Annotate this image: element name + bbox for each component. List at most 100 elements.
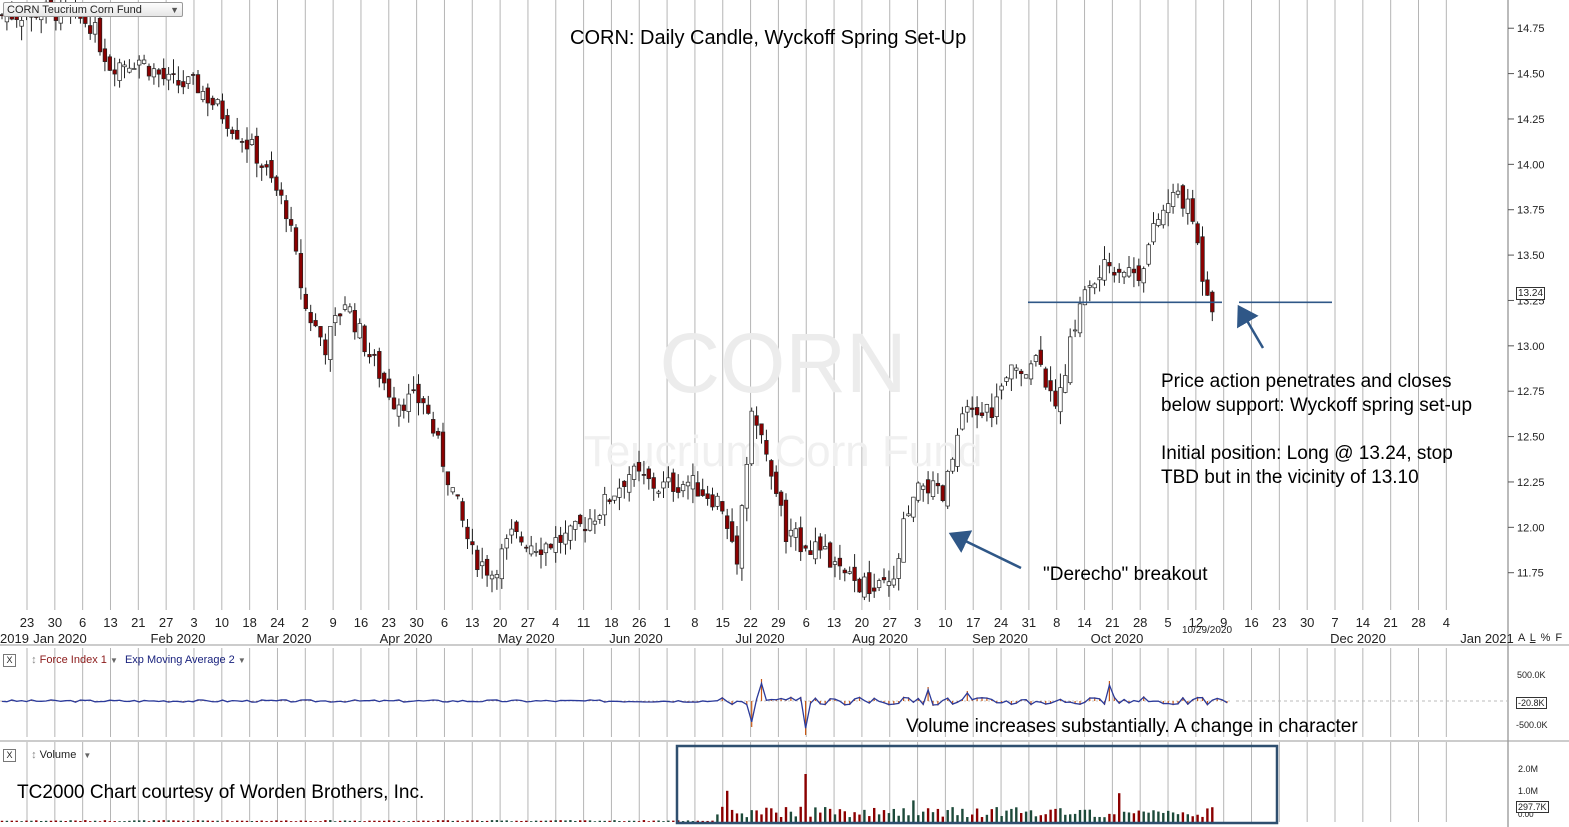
volume-bar <box>1103 817 1106 822</box>
scale-log-button[interactable]: L <box>1529 632 1536 644</box>
month-tick-label: Jun 2020 <box>609 631 663 646</box>
day-tick-label: 3 <box>914 615 921 630</box>
volume-label[interactable]: Volume <box>39 749 77 761</box>
ema-label[interactable]: Exp Moving Average 2 <box>124 654 235 666</box>
day-tick-label: 17 <box>966 615 980 630</box>
candle-up <box>823 546 828 550</box>
candle-down <box>818 536 823 551</box>
volume-bar <box>706 820 709 822</box>
candle-up <box>612 495 617 501</box>
volume-bar <box>25 820 28 822</box>
candle-up <box>666 477 671 483</box>
candle-down <box>269 160 274 179</box>
volume-bar <box>701 820 704 822</box>
volume-bar <box>711 820 714 822</box>
volume-bar <box>191 821 195 822</box>
volume-bar <box>789 811 793 822</box>
volume-bar <box>93 820 97 822</box>
volume-bar <box>530 821 533 822</box>
chevron-down-icon[interactable]: ▼ <box>170 5 179 15</box>
force-index-label[interactable]: Force Index 1 <box>39 654 107 666</box>
scale-buttons: A L % F <box>1518 632 1562 644</box>
volume-bar <box>1191 816 1194 822</box>
volume-bar <box>412 820 415 822</box>
day-tick-label: 21 <box>1105 615 1119 630</box>
candle-up <box>945 471 950 507</box>
volume-bar <box>128 820 131 822</box>
candle-up <box>661 481 666 489</box>
day-tick-label: 4 <box>1443 615 1450 630</box>
drag-handle-icon[interactable]: ↕ <box>31 654 37 666</box>
candle-down <box>774 471 779 494</box>
volume-bar <box>152 820 156 822</box>
volume-bar <box>549 820 552 822</box>
close-icon[interactable]: X <box>3 653 16 667</box>
volume-bar <box>270 820 273 822</box>
symbol-selector[interactable]: CORN Teucrium Corn Fund ▼ <box>3 2 183 17</box>
candle-up <box>357 323 362 339</box>
candle-up <box>117 62 122 81</box>
day-tick-label: 26 <box>632 615 646 630</box>
volume-bar <box>1039 815 1042 822</box>
candle-up <box>1058 387 1063 413</box>
volume-bar <box>353 820 356 822</box>
day-tick-label: 23 <box>1272 615 1286 630</box>
candle-down <box>989 407 994 419</box>
chevron-down-icon[interactable]: ▼ <box>237 656 246 665</box>
volume-bar <box>231 821 234 822</box>
candle-down <box>386 378 392 398</box>
volume-bar <box>760 814 763 822</box>
volume-panel-header: X ↕ Volume ▼ <box>3 748 91 762</box>
volume-bar <box>10 820 13 822</box>
candle-down <box>827 542 833 568</box>
candle-down <box>455 494 460 497</box>
candle-up <box>1161 209 1166 226</box>
volume-bar <box>378 820 381 822</box>
volume-bar <box>157 820 160 822</box>
candle-up <box>886 581 892 586</box>
candle-up <box>92 22 98 35</box>
chevron-down-icon[interactable]: ▼ <box>109 656 118 665</box>
candle-up <box>715 495 720 507</box>
volume-bar <box>334 821 337 822</box>
volume-bar <box>98 821 102 822</box>
candle-down <box>940 485 945 502</box>
watermark-name: Teucrium Corn Fund <box>584 427 983 476</box>
day-tick-label: 31 <box>1022 615 1036 630</box>
volume-bar <box>1020 813 1023 822</box>
price-tick-label: 12.25 <box>1517 477 1545 489</box>
candle-up <box>396 404 402 417</box>
scale-fit-button[interactable]: F <box>1555 632 1563 644</box>
close-icon[interactable]: X <box>3 748 16 762</box>
day-tick-label: 1 <box>663 615 670 630</box>
day-tick-label: 29 <box>771 615 785 630</box>
candle-down <box>190 74 196 76</box>
scale-percent-button[interactable]: % <box>1540 632 1551 644</box>
candle-down <box>842 569 847 574</box>
volume-bar <box>373 820 376 822</box>
volume-bar <box>1176 814 1180 822</box>
volume-bar <box>912 800 915 822</box>
candle-down <box>88 25 93 34</box>
volume-bar <box>1083 809 1087 822</box>
candle-up <box>832 561 838 565</box>
day-tick-label: 27 <box>521 615 535 630</box>
candle-down <box>484 558 490 576</box>
volume-bar <box>534 820 538 822</box>
volume-bar <box>735 813 739 822</box>
volume-bar <box>863 809 866 822</box>
volume-bar <box>750 810 753 822</box>
volume-bar <box>432 821 435 822</box>
chevron-down-icon[interactable]: ▼ <box>83 751 92 760</box>
candle-up <box>999 385 1004 391</box>
volume-bar <box>427 820 430 822</box>
volume-bar <box>142 820 146 822</box>
drag-handle-icon[interactable]: ↕ <box>31 749 37 761</box>
price-tick-label: 14.00 <box>1517 159 1545 171</box>
day-tick-label: 6 <box>79 615 86 630</box>
volume-bar <box>309 821 312 822</box>
scale-auto-button[interactable]: A <box>1518 632 1525 644</box>
day-tick-label: 24 <box>994 615 1008 630</box>
candle-down <box>1053 390 1058 407</box>
candle-down <box>1107 262 1112 267</box>
